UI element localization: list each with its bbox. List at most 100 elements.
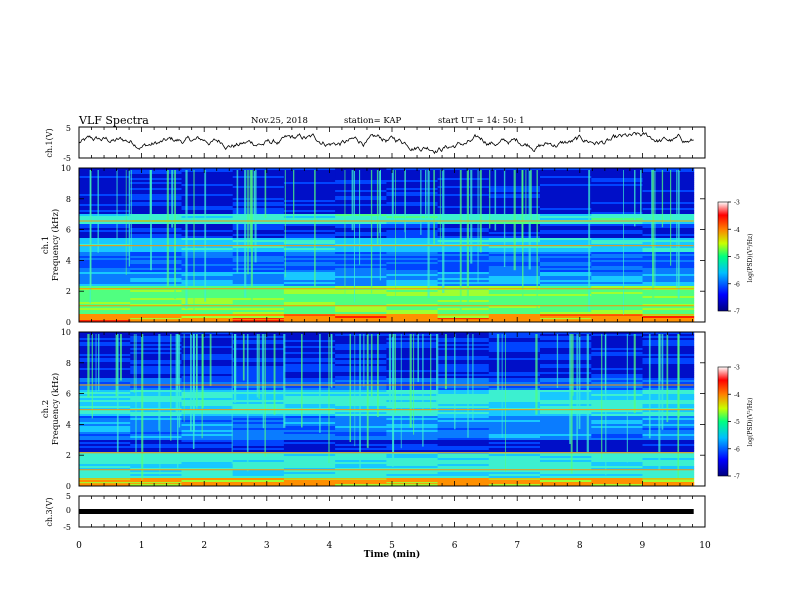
spectrogram-cell [642,204,695,207]
spectrogram-cell [386,356,439,359]
spectrogram-cell [130,320,182,323]
spectrogram-cell [591,424,643,427]
sferic-streak [293,170,295,219]
spectrogram-cell [488,484,541,487]
spectrogram-cell [283,422,336,425]
spectrogram-cell [79,188,131,191]
sferic-streak [264,170,267,218]
spectrogram-cell [437,172,490,175]
spectrogram-cell [79,436,131,439]
spectrogram-cell [283,248,336,251]
spectrogram-cell [488,440,541,443]
spectrogram-cell [181,284,234,287]
spectrogram-cell [386,350,439,353]
spectrogram-cell [130,362,182,365]
spectrogram-cell [437,176,490,179]
spectrogram-cell [232,390,285,393]
spectrogram-cell [79,368,131,371]
spectrogram-cell [437,390,490,393]
spectrogram-cell [79,278,131,281]
spectrogram-cell [386,222,439,225]
spectrogram-cell [283,300,336,303]
spectrogram-cell [591,350,643,353]
spectrogram-cell [540,434,592,437]
spectrogram-cell [642,396,695,399]
spectrogram-cell [386,208,439,211]
spectrogram-cell [181,462,234,465]
spectrogram-cell [386,176,439,179]
spectrogram-cell [540,204,592,207]
spectrogram-cell [130,432,182,435]
spectrogram-cell [591,282,643,285]
spectrogram-cell [79,258,131,261]
spectrogram-cell [79,262,131,265]
spectrogram-cell [386,212,439,215]
spectrogram-cell [283,474,336,477]
spectrogram-cell [79,212,131,215]
spectrogram-cell [232,174,285,177]
spectrogram-cell [540,332,592,335]
sferic-streak [417,334,419,382]
spectrogram-cell [591,190,643,193]
spectrogram-cell [79,470,131,473]
sferic-streak [130,170,132,251]
spectrogram-cell [79,296,131,299]
spectrogram-cell [283,438,336,441]
spectrogram-cell [181,184,234,187]
spectrogram-cell [181,332,234,335]
spectrogram-cell [335,398,387,401]
spectrogram-cell [591,290,643,293]
spectrogram-cell [540,392,592,395]
spectrogram-cell [488,380,541,383]
spectrogram-cell [335,380,387,383]
spectrogram-cell [386,364,439,367]
spectrogram-cell [79,404,131,407]
spectrogram-cell [591,388,643,391]
spectrogram-cell [488,416,541,419]
sferic-streak [193,170,195,312]
spectrogram-cell [283,410,336,413]
spectrogram-cell [130,246,182,249]
spectrogram-cell [642,444,695,447]
spectrogram-cell [130,306,182,309]
spectrogram-cell [386,240,439,243]
spectrogram-cell [591,418,643,421]
spectrogram-cell [437,470,490,473]
spectrogram-cell [591,430,643,433]
spectrogram-cell [232,434,285,437]
spectrogram-cell [386,210,439,213]
spectrogram-cell [130,346,182,349]
spectrogram-cell [386,336,439,339]
spectrogram-cell [642,216,695,219]
spectrogram-cell [591,266,643,269]
spectrogram-cell [130,228,182,231]
spectrogram-cell [130,276,182,279]
spectrogram-cell [642,382,695,385]
spectrogram-cell [437,418,490,421]
spectrogram-cell [181,296,234,299]
spectrogram-cell [130,170,182,173]
spectrogram-cell [79,474,131,477]
spectrogram-cell [181,234,234,237]
spectrogram-cell [386,284,439,287]
spectrogram-cell [386,416,439,419]
spectrogram-cell [642,418,695,421]
spectrogram-cell [591,234,643,237]
spectrogram-cell [642,394,695,397]
spectrogram-cell [642,266,695,269]
spectrogram-cell [232,406,285,409]
spectrogram-cell [79,300,131,303]
spectrogram-cell [181,310,234,313]
time-axis-label: Time (min) [364,549,421,560]
spectrogram-cell [232,300,285,303]
spectrogram-cell [335,388,387,391]
spectrogram-cell [130,376,182,379]
spectrogram-cell [181,426,234,429]
spectrogram-cell [591,308,643,311]
spectrogram-cell [437,232,490,235]
spectrogram-cell [232,346,285,349]
spectrogram-cell [335,188,387,191]
spectrogram-cell [591,246,643,249]
sferic-streak [576,334,578,455]
